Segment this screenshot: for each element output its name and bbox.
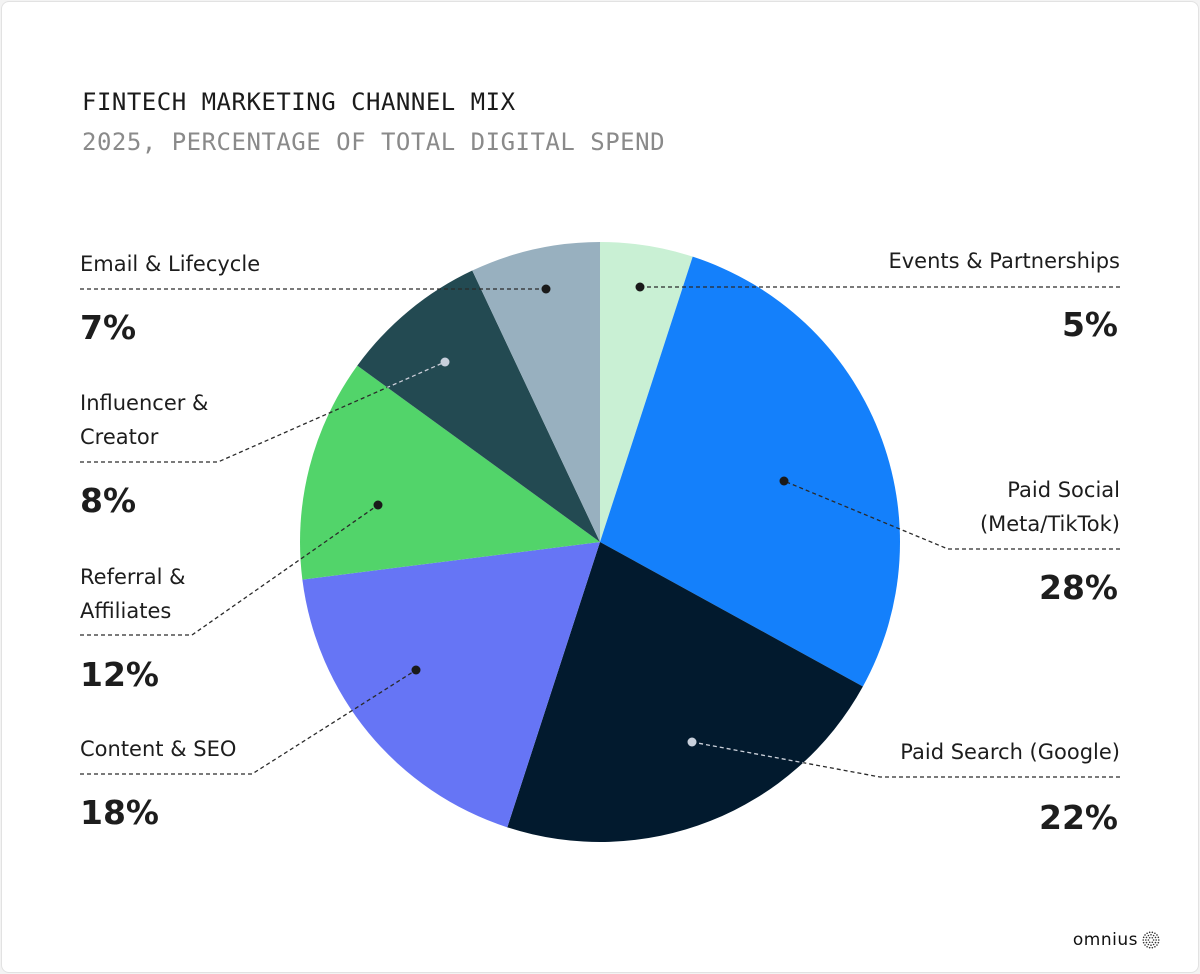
- pie-slice-paid-search-google: [507, 542, 863, 842]
- pie-slice-influencer-creator: [357, 270, 600, 542]
- label-paid-search: Paid Search (Google): [900, 740, 1120, 764]
- leader-dot: [411, 665, 421, 675]
- chart-subtitle: 2025, PERCENTAGE OF TOTAL DIGITAL SPEND: [82, 128, 666, 156]
- pie-slice-content-seo: [302, 542, 600, 828]
- leader-dot: [779, 476, 789, 486]
- chart-title: FINTECH MARKETING CHANNEL MIX: [82, 88, 516, 116]
- label-paid-social: Paid Social (Meta/TikTok): [979, 478, 1120, 536]
- label-content: Content & SEO: [80, 737, 237, 761]
- value-paid-social: 28%: [1039, 568, 1118, 607]
- value-email: 7%: [80, 308, 137, 347]
- label-influencer: Influencer & Creator: [80, 391, 209, 449]
- leader-line: [691, 741, 863, 778]
- omnius-logo: omnius: [1073, 930, 1160, 950]
- value-paid-search: 22%: [1039, 798, 1118, 837]
- leader-dot: [635, 282, 645, 292]
- value-referral: 12%: [80, 655, 159, 694]
- leader-line: [80, 504, 379, 636]
- pie-slice-events-partnerships: [600, 242, 693, 542]
- leader-dot: [373, 500, 383, 510]
- leader-line: [80, 361, 446, 463]
- value-content: 18%: [80, 793, 159, 832]
- label-referral: Referral & Affiliates: [80, 565, 186, 623]
- value-influencer: 8%: [80, 481, 137, 520]
- leader-dot: [541, 284, 551, 294]
- label-email: Email & Lifecycle: [80, 252, 261, 276]
- pie-slice-email-lifecycle: [472, 242, 600, 542]
- leader-line: [783, 480, 1120, 550]
- leader-dot: [440, 357, 450, 367]
- leader-line: [80, 669, 417, 775]
- leader-dot: [687, 737, 697, 747]
- value-events: 5%: [1061, 305, 1118, 344]
- label-events: Events & Partnerships: [888, 249, 1120, 273]
- pie-slice-paid-social-meta-tiktok: [600, 256, 900, 687]
- dotted-sphere-icon: [1142, 931, 1160, 949]
- pie-slice-referral-affiliates: [300, 365, 600, 580]
- brand-name: omnius: [1072, 930, 1138, 950]
